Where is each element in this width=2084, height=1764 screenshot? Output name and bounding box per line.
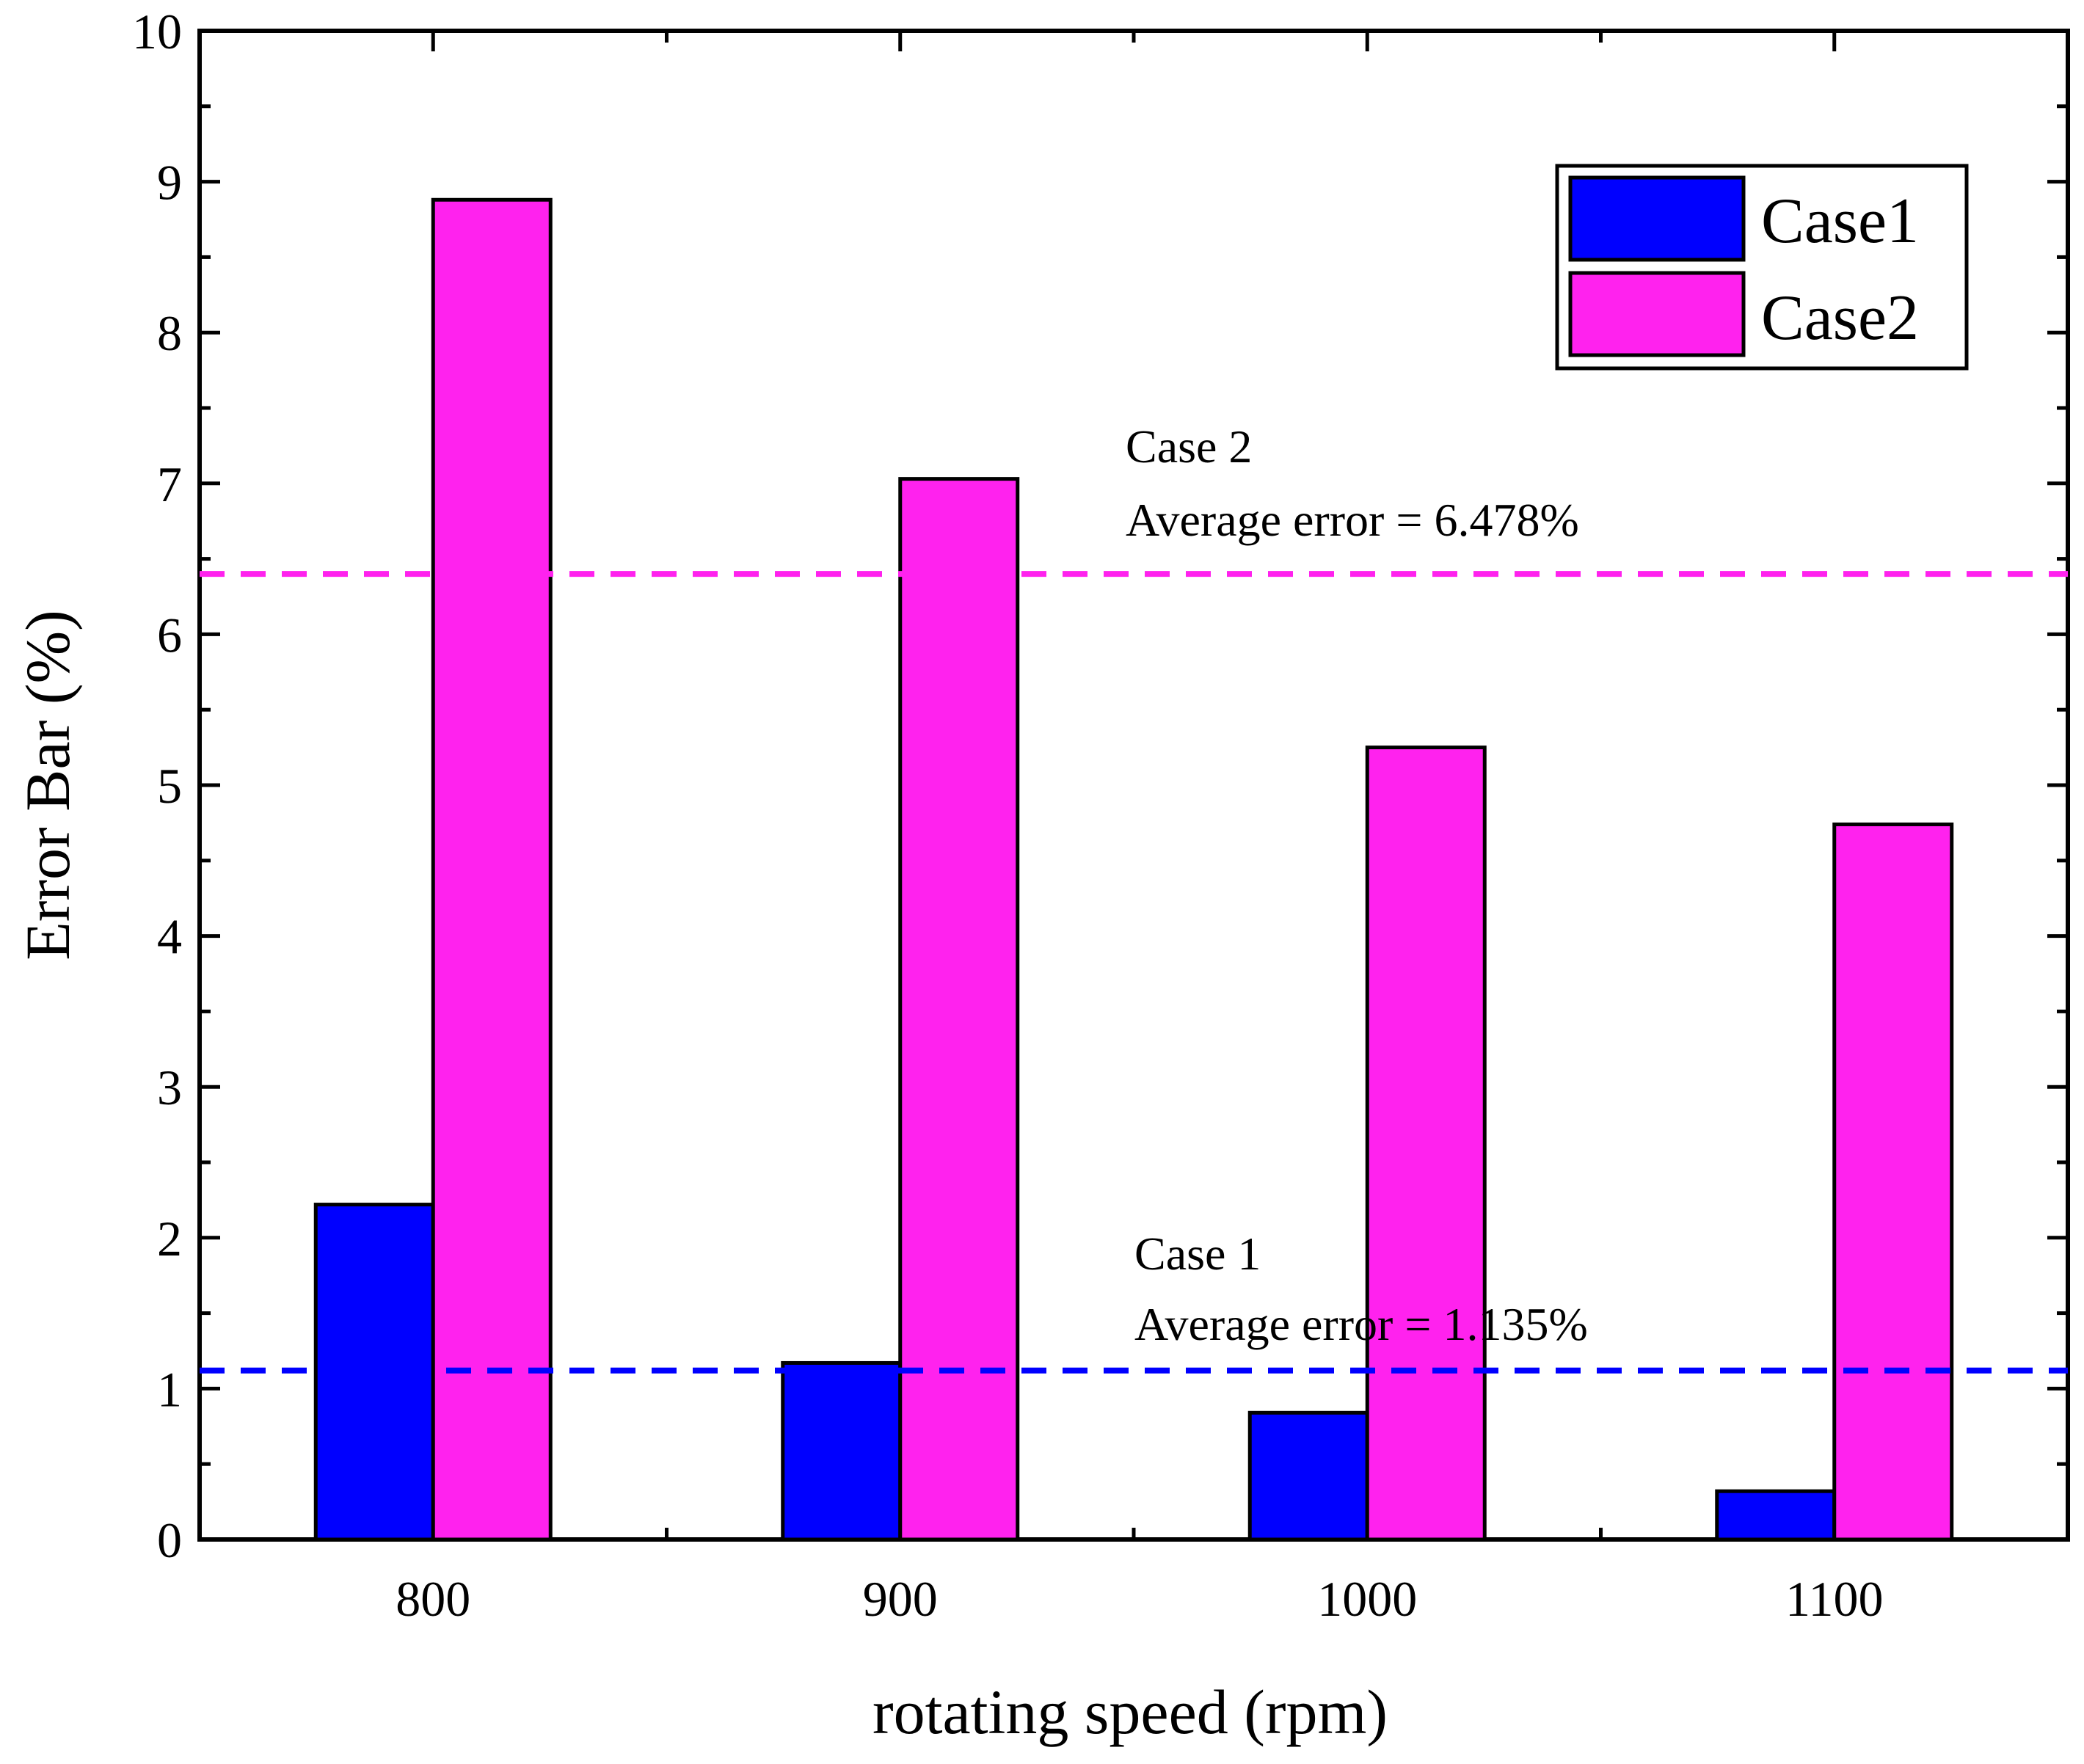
y-axis-ticks [200,29,2068,1542]
y-tick-label-10: 10 [132,4,182,59]
bar-case2-900 [898,477,1020,1542]
x-axis-title: rotating speed (rpm) [872,1677,1388,1747]
y-tick-label-2: 2 [157,1211,182,1266]
y-tick-label-1: 1 [157,1361,182,1417]
bar-case2-1000 [1365,746,1487,1542]
bar-series [313,197,1954,1542]
y-tick-label-8: 8 [157,305,182,361]
y-tick-label-3: 3 [157,1060,182,1115]
bar-case1-900 [781,1360,903,1542]
bar-case1-1100 [1715,1489,1837,1542]
x-tick-label-800: 800 [396,1571,470,1627]
y-tick-label-0: 0 [157,1512,182,1568]
legend-label-case2: Case2 [1761,283,1919,354]
y-axis-tick-labels: 0 1 2 3 4 5 6 7 8 9 10 [132,4,182,1568]
bar-case2-1100 [1832,822,1954,1542]
case1-annotation-title: Case 1 [1134,1228,1261,1280]
x-tick-label-1100: 1100 [1785,1571,1883,1627]
legend-swatch-case2 [1568,271,1746,357]
x-tick-label-1000: 1000 [1317,1571,1417,1627]
y-tick-label-6: 6 [157,607,182,663]
y-tick-label-4: 4 [157,909,182,965]
legend-label-case1: Case1 [1761,186,1919,257]
bar-case1-1000 [1247,1410,1369,1542]
x-axis-tick-labels: 800 900 1000 1100 [396,1571,1883,1627]
reference-lines [200,571,2068,1374]
case1-annotation-average: Average error = 1.135% [1134,1298,1588,1350]
case2-annotation-average: Average error = 6.478% [1126,494,1579,546]
legend-swatch-case1 [1568,175,1746,262]
bar-case2-800 [431,197,553,1542]
x-tick-label-900: 900 [863,1571,938,1627]
y-tick-label-7: 7 [157,456,182,512]
legend: Case1 Case2 [1555,164,1969,371]
case2-annotation-title: Case 2 [1126,420,1252,473]
y-tick-label-5: 5 [157,758,182,814]
y-tick-label-9: 9 [157,155,182,211]
y-axis-title: Error Bar (%) [12,610,83,961]
